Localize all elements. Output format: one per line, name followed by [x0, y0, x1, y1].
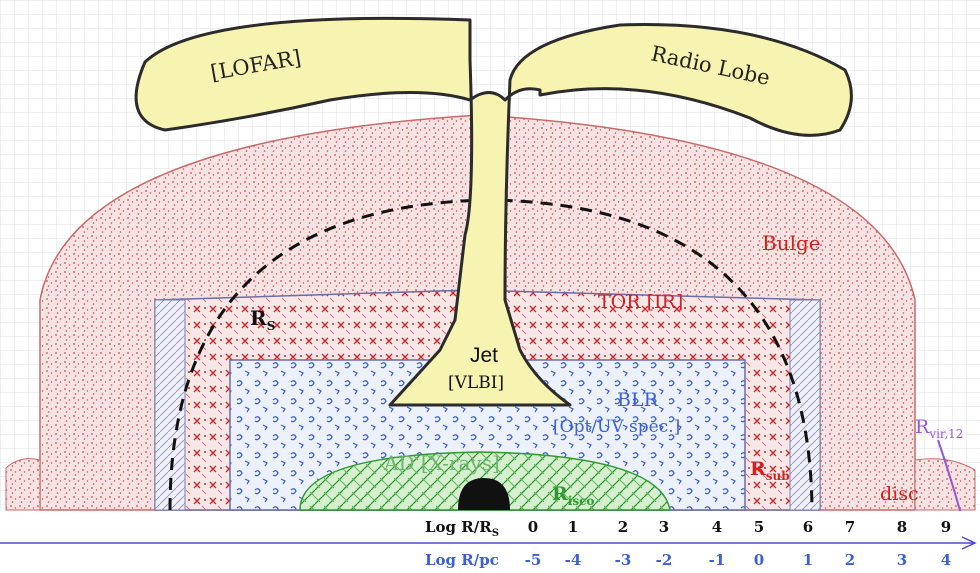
pc-tick-9: 4: [941, 551, 951, 569]
rs-tick-2: 2: [618, 518, 628, 536]
rvir-label: Rvir,12: [915, 416, 963, 441]
pc-tick-6: 1: [803, 551, 813, 569]
pc-tick-2: -3: [615, 551, 632, 569]
rs-tick-5: 5: [754, 518, 764, 536]
pc-tick-0: -5: [525, 551, 542, 569]
tor-label: TOR [IR]: [598, 291, 683, 313]
radio-lobe-and-jet: [134, 16, 853, 407]
pc-tick-5: 0: [754, 551, 764, 569]
disc-right: [914, 458, 976, 511]
pc-tick-7: 2: [845, 551, 855, 569]
disc-label: disc: [880, 483, 919, 505]
torus-inner-right: [789, 299, 821, 511]
black-hole: [458, 478, 510, 510]
jet-label: Jet: [470, 344, 498, 367]
rs-scale-label: Log R/RS: [425, 518, 499, 539]
rs-tick-7: 7: [845, 518, 855, 536]
rs-tick-8: 8: [897, 518, 907, 536]
disc-left: [5, 458, 41, 511]
ad-label: AD [X-rays]: [383, 451, 500, 475]
blr-label: BLR: [617, 389, 659, 411]
pc-tick-labels: -5 -4 -3 -2 -1 0 1 2 3 4: [525, 551, 952, 569]
rsub-label: Rsub: [750, 458, 790, 483]
pc-tick-8: 3: [897, 551, 907, 569]
pc-scale-label: Log R/pc: [425, 551, 499, 569]
blr-method-label: [Opt/UV spec.]: [553, 417, 680, 437]
vlbi-label: [VLBI]: [448, 373, 504, 393]
pc-tick-1: -4: [565, 551, 582, 569]
pc-tick-3: -2: [656, 551, 673, 569]
bulge-label: Bulge: [762, 231, 821, 255]
scale-band: [0, 511, 980, 573]
rs-tick-0: 0: [528, 518, 538, 536]
rs-tick-3: 3: [659, 518, 669, 536]
axis-arrowhead: [961, 536, 977, 550]
pc-tick-4: -1: [709, 551, 726, 569]
rs-tick-6: 6: [803, 518, 813, 536]
rs-label: RS: [250, 306, 275, 333]
rs-tick-9: 9: [941, 518, 951, 536]
risco-label: Risco: [552, 483, 594, 508]
rs-tick-labels: 0 1 2 3 4 5 6 7 8 9: [528, 518, 951, 536]
rs-tick-4: 4: [712, 518, 722, 536]
rs-tick-1: 1: [568, 518, 578, 536]
